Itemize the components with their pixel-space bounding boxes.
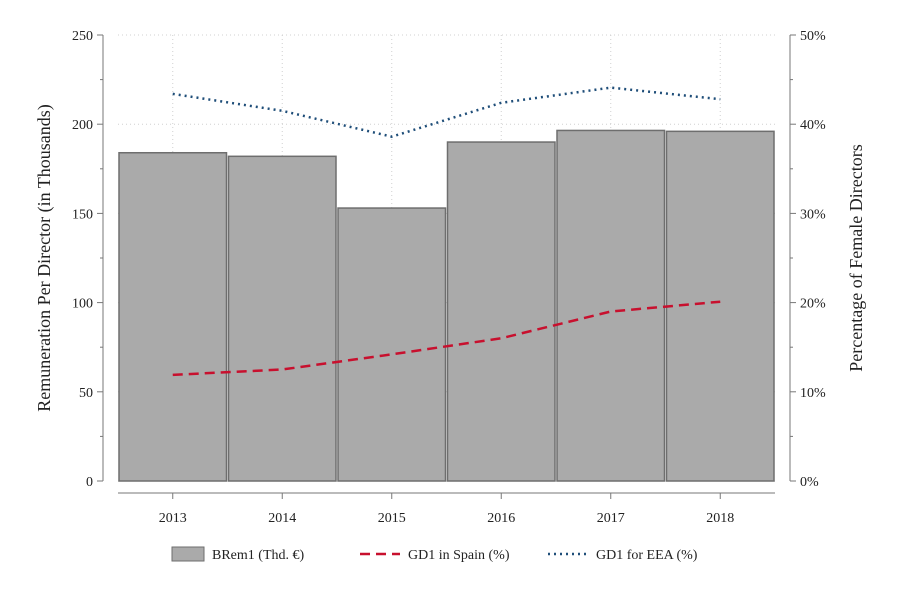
y2-axis-title: Percentage of Female Directors [846, 144, 866, 371]
y2-tick-label: 0% [800, 475, 819, 490]
y-tick-label: 200 [72, 118, 93, 133]
legend-label: BRem1 (Thd. €) [212, 548, 304, 563]
legend-label: GD1 for EEA (%) [596, 548, 698, 563]
legend-swatch-bar [171, 546, 205, 562]
grid [118, 34, 775, 482]
bar-2017 [556, 129, 666, 482]
bar-2015 [337, 207, 447, 482]
bar-2014 [227, 155, 337, 482]
y-tick-label: 250 [72, 29, 93, 44]
bar-2016 [446, 141, 556, 482]
lines [172, 86, 721, 377]
bars [118, 129, 775, 482]
axes: 0 50 100 150 200 250 0% 10% 20% 30% 40% 50% 2013 2014… [72, 29, 826, 526]
y2-tick-label: 40% [800, 118, 826, 133]
y-tick-label: 50 [79, 386, 93, 401]
x-tick-label: 2018 [706, 511, 734, 526]
bar-2013 [118, 151, 228, 482]
y-tick-label: 150 [72, 207, 93, 222]
x-tick-label: 2014 [268, 511, 296, 526]
line-dotted-line [172, 86, 721, 138]
legend: BRem1 (Thd. €) GD1 in Spain (%) GD1 for EE… [171, 546, 698, 563]
x-tick-label: 2013 [159, 511, 187, 526]
x-tick-label: 2017 [597, 511, 625, 526]
y2-tick-label: 20% [800, 297, 826, 312]
legend-label: GD1 in Spain (%) [408, 548, 510, 563]
y2-tick-label: 30% [800, 207, 826, 222]
x-tick-label: 2015 [378, 511, 406, 526]
y2-tick-label: 50% [800, 29, 826, 44]
y-axis-title: Remuneration Per Director (in Thousands) [34, 104, 55, 412]
y-tick-label: 100 [72, 297, 93, 312]
y2-tick-label: 10% [800, 386, 826, 401]
line-dashed-line [172, 300, 721, 377]
y-tick-label: 0 [86, 475, 93, 490]
x-tick-label: 2016 [487, 511, 515, 526]
